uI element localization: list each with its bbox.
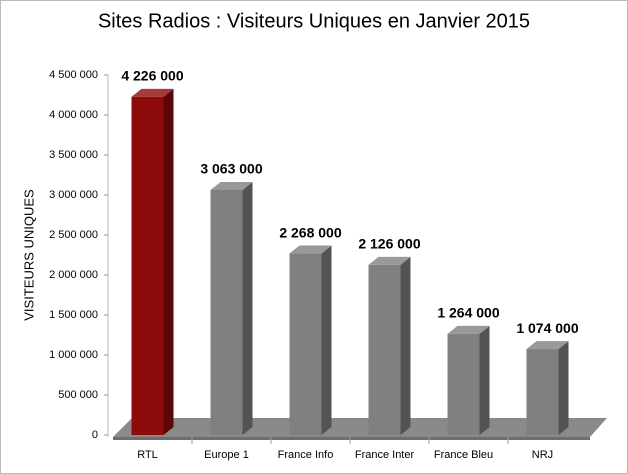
bar-side-shade xyxy=(321,245,332,435)
x-tick-label: France Bleu xyxy=(434,449,493,461)
bar-top xyxy=(131,88,174,97)
bar-side xyxy=(558,341,569,435)
bar-side xyxy=(479,325,490,435)
y-axis-label: VISITEURS UNIQUES xyxy=(21,189,36,321)
bar-top-shade xyxy=(289,245,332,254)
bar-top-shade xyxy=(526,341,569,350)
value-label: 2 126 000 xyxy=(358,236,420,252)
bar xyxy=(131,96,164,436)
bar-side-shade xyxy=(558,341,569,435)
x-tick-label: NRJ xyxy=(532,449,553,461)
bar-side-shade xyxy=(242,181,253,435)
bar-top-shade xyxy=(131,88,174,97)
x-tick-label: France Info xyxy=(278,449,334,461)
bar-side xyxy=(400,256,411,435)
y-tick-label: 3 000 000 xyxy=(49,189,98,201)
bar-side-shade xyxy=(400,256,411,435)
value-label: 1 074 000 xyxy=(516,320,578,336)
x-tick-label: RTL xyxy=(137,449,158,461)
x-tick-label: France Inter xyxy=(355,449,415,461)
y-tick-label: 2 500 000 xyxy=(49,229,98,241)
bar-top-shade xyxy=(447,325,490,334)
bar-side xyxy=(242,181,253,435)
bar-top xyxy=(447,325,490,334)
y-tick-label: 4 500 000 xyxy=(49,69,98,81)
bar xyxy=(526,349,559,435)
value-label: 1 264 000 xyxy=(437,305,499,321)
bar-top-shade xyxy=(210,181,253,190)
y-tick-label: 4 000 000 xyxy=(49,109,98,121)
bar xyxy=(210,189,243,435)
bar-top xyxy=(368,256,411,265)
bar-top xyxy=(210,181,253,190)
floor-edge xyxy=(113,437,590,440)
chart-title: Sites Radios : Visiteurs Uniques en Janv… xyxy=(98,10,530,32)
bar xyxy=(368,264,401,435)
y-tick-label: 3 500 000 xyxy=(49,149,98,161)
y-tick-label: 1 000 000 xyxy=(49,349,98,361)
bar xyxy=(447,333,480,435)
bar-top-shade xyxy=(368,256,411,265)
value-label: 2 268 000 xyxy=(279,224,341,240)
bar-side xyxy=(163,88,174,436)
x-tick-label: Europe 1 xyxy=(204,449,249,461)
value-label: 4 226 000 xyxy=(121,68,183,84)
bar-side-shade xyxy=(479,325,490,435)
y-tick-label: 0 xyxy=(92,429,98,441)
bar-side-shade xyxy=(163,88,174,436)
y-tick-label: 500 000 xyxy=(58,389,98,401)
value-label: 3 063 000 xyxy=(200,161,262,177)
y-tick-label: 2 000 000 xyxy=(49,269,98,281)
bar-top xyxy=(526,341,569,350)
bar-side xyxy=(321,245,332,435)
bar xyxy=(289,253,322,435)
bar-top xyxy=(289,245,332,254)
y-tick-label: 1 500 000 xyxy=(49,309,98,321)
